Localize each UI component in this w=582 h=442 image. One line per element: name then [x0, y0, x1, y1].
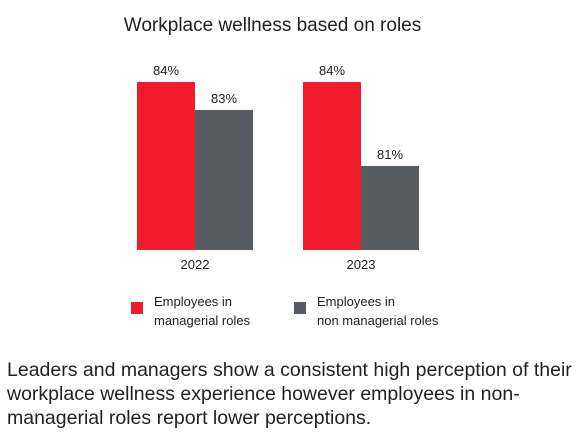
legend-label-non-managerial-line1: Employees in [317, 294, 396, 309]
data-label-2022-non-managerial: 83% [211, 91, 237, 106]
legend-label-non-managerial: Employees in non managerial roles [317, 292, 477, 330]
chart-title: Workplace wellness based on roles [123, 15, 422, 36]
caption-text: Leaders and managers show a consistent h… [7, 359, 572, 429]
data-label-2023-non-managerial: 81% [377, 147, 403, 162]
legend-label-non-managerial-line2: non managerial roles [317, 313, 439, 328]
bar-2022-non-managerial [195, 110, 253, 250]
legend-swatch-non-managerial [294, 302, 306, 314]
bar-2022-managerial [137, 82, 195, 250]
data-label-2022-managerial: 84% [153, 63, 179, 78]
chart-plot: 84% 83% 2022 84% 81% 2023 [137, 63, 419, 272]
data-label-2023-managerial: 84% [319, 63, 345, 78]
legend-label-managerial: Employees in managerial roles [154, 292, 314, 330]
legend-swatch-managerial [131, 302, 143, 314]
x-tick-label-2023: 2023 [347, 257, 376, 272]
bar-2023-managerial [303, 82, 361, 250]
legend-label-managerial-line1: Employees in [154, 294, 233, 309]
legend-label-managerial-line2: managerial roles [154, 313, 251, 328]
bar-2023-non-managerial [361, 166, 419, 250]
x-tick-label-2022: 2022 [181, 257, 210, 272]
